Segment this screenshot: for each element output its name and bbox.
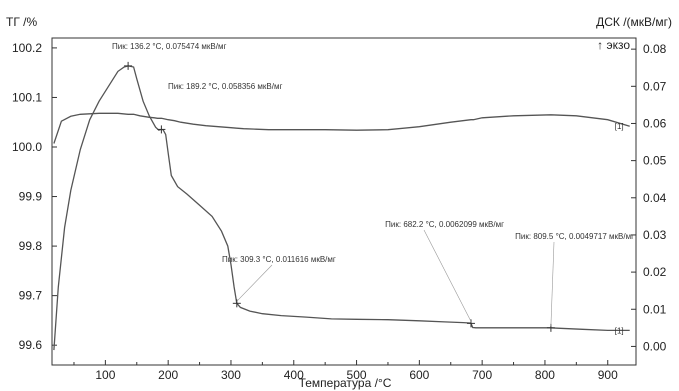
right-tick-label: 0.01 [643,302,667,316]
left-tick-label: 99.6 [19,338,43,352]
peak-leader-line [550,241,555,326]
right-tick-label: 0.07 [643,79,667,93]
left-tick-label: 99.8 [19,239,43,253]
right-tick-label: 0.04 [643,191,667,205]
right-tick-label: 0.08 [643,42,667,56]
x-tick-label: 200 [158,368,178,382]
x-tick-label: 900 [598,368,618,382]
peak-leader-line [236,264,273,302]
peak-label: Пик: 136.2 °C, 0.075474 мкВ/мг [112,42,226,51]
x-tick-label: 100 [95,368,115,382]
left-tick-label: 100.1 [12,90,42,104]
x-axis-title: Температура /°C [299,376,392,390]
left-tick-label: 99.9 [19,190,43,204]
series-end-label: [1] [615,326,624,335]
x-tick-label: 300 [221,368,241,382]
left-tick-label: 99.7 [19,289,43,303]
left-axis-title: ТГ /% [6,15,37,29]
right-axis-title: ДСК /(мкВ/мг) [596,15,672,29]
dsc-series-line [53,65,630,351]
series-lines: [1] [1] [53,65,630,351]
right-tick-label: 0.00 [643,339,667,353]
x-tick-label: 600 [409,368,429,382]
plot-frame [51,37,637,366]
tg-series-line [53,112,630,144]
peak-label: Пик: 682.2 °C, 0.0062099 мкВ/мг [385,220,504,229]
series-end-label: [1] [615,122,624,131]
plot-border [51,37,637,366]
right-tick-label: 0.03 [643,228,667,242]
left-tick-label: 100.2 [12,41,42,55]
peak-label: Пик: 309.3 °C, 0.011616 мкВ/мг [222,255,336,264]
exo-label: ↑ экзо [597,38,630,52]
right-tick-label: 0.02 [643,265,667,279]
x-tick-label: 500 [347,368,367,382]
peak-label: Пик: 189.2 °C, 0.058356 мкВ/мг [168,82,282,91]
peak-label: Пик: 809.5 °C, 0.0049717 мкВ/мг [515,232,634,241]
x-tick-label: 700 [472,368,492,382]
axis-ticks: 100 200 300 400 500 600 700 800 900 99.6 99.7 99.8 9… [12,41,667,382]
peak-annotations: Пик: 136.2 °C, 0.075474 мкВ/мг Пик: 189.2… [112,42,634,332]
right-tick-label: 0.05 [643,154,667,168]
left-tick-label: 100.0 [12,140,42,154]
peak-leader-line [423,229,472,322]
x-tick-label: 800 [535,368,555,382]
right-tick-label: 0.06 [643,116,667,130]
x-tick-label: 400 [284,368,304,382]
